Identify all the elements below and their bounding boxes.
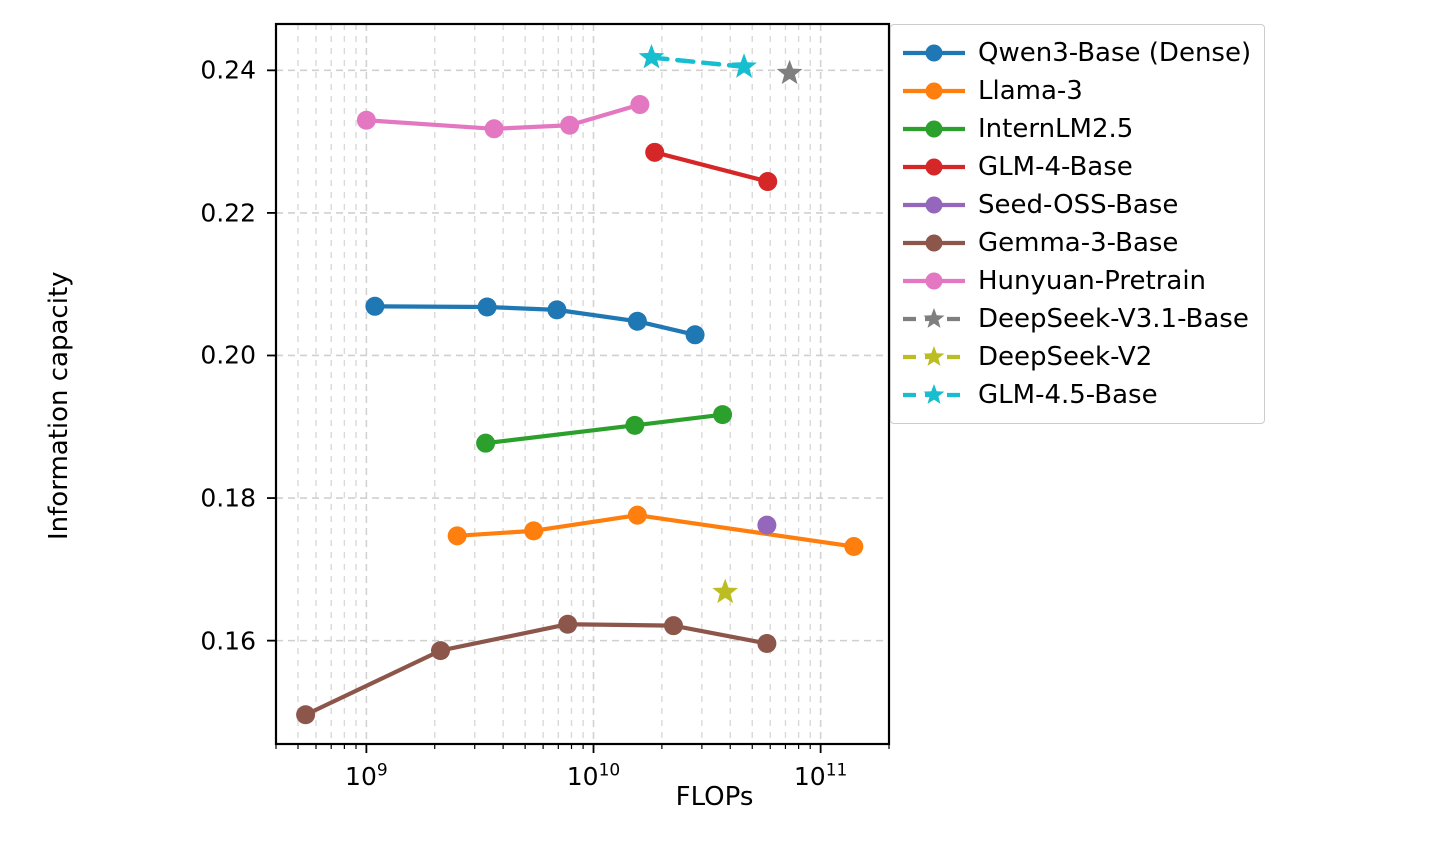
data-point-star [712, 578, 739, 604]
data-point-marker [630, 95, 650, 115]
legend-label: InternLM2.5 [978, 114, 1134, 144]
legend-label: Hunyuan-Pretrain [978, 266, 1207, 296]
data-point-marker [627, 505, 647, 525]
data-point-marker [356, 110, 376, 130]
data-point-marker [627, 311, 647, 331]
legend-swatch-star-icon [901, 342, 967, 372]
legend-item: DeepSeek-V2 [901, 338, 1251, 376]
legend-item: InternLM2.5 [901, 110, 1251, 148]
legend-label: GLM-4.5-Base [978, 380, 1158, 410]
series-qwen3-base-dense- [365, 296, 705, 345]
data-series-layer [296, 44, 864, 725]
tick-marks [267, 69, 890, 753]
y-tick-label: 0.24 [200, 55, 256, 85]
data-point-marker [663, 616, 683, 636]
series-glm-4-5-base [638, 44, 757, 78]
data-point-star [638, 44, 665, 69]
x-axis-title: FLOPs [675, 782, 754, 812]
series-llama-3 [447, 505, 864, 557]
series-line [372, 304, 698, 337]
legend-label: DeepSeek-V3.1-Base [978, 304, 1249, 334]
data-point-marker [560, 115, 580, 135]
legend-swatch-circle-icon [901, 76, 967, 106]
legend-label: Seed-OSS-Base [978, 190, 1179, 220]
series-deepseek-v2 [712, 578, 739, 604]
legend-swatch-circle-icon [901, 228, 967, 258]
series-internlm2-5 [476, 405, 733, 453]
legend-item: Seed-OSS-Base [901, 186, 1251, 224]
series-glm-4-base [645, 142, 778, 192]
data-point-marker [713, 405, 733, 425]
y-tick-label: 0.18 [200, 483, 256, 513]
chart-legend: Qwen3-Base (Dense) Llama-3 InternLM2.5 GLM-… [890, 24, 1266, 424]
legend-item: DeepSeek-V3.1-Base [901, 300, 1251, 338]
legend-swatch-circle-icon [901, 152, 967, 182]
legend-swatch-circle-icon [901, 114, 967, 144]
legend-label: GLM-4-Base [978, 152, 1133, 182]
legend-swatch-circle-icon [901, 38, 967, 68]
legend-swatch-circle-icon [901, 190, 967, 220]
x-tick-label: 109 [345, 760, 388, 791]
series-line [649, 55, 747, 70]
grid-layer [275, 24, 890, 744]
data-point-marker [844, 537, 864, 557]
data-point-marker [558, 614, 578, 634]
data-point-marker [757, 515, 777, 535]
x-tick-label: 1010 [566, 760, 621, 791]
data-point-marker [477, 297, 497, 317]
data-point-marker [447, 526, 467, 546]
legend-swatch-circle-icon [901, 266, 967, 296]
data-point-marker [645, 142, 665, 162]
legend-swatch-star-icon [901, 380, 967, 410]
data-point-marker [625, 415, 645, 435]
data-point-marker [757, 633, 777, 653]
y-tick-label: 0.22 [200, 198, 256, 228]
series-line [483, 412, 725, 446]
series-seed-oss-base [757, 515, 777, 535]
data-point-marker [524, 521, 544, 541]
data-point-marker [431, 641, 451, 661]
y-tick-label: 0.16 [200, 626, 256, 656]
x-tick-label: 1011 [793, 760, 848, 791]
series-gemma-3-base [296, 614, 777, 725]
legend-label: Qwen3-Base (Dense) [978, 38, 1252, 68]
series-hunyuan-pretrain [356, 95, 650, 139]
data-point-marker [758, 172, 778, 192]
data-point-marker [296, 705, 316, 725]
legend-item: Qwen3-Base (Dense) [901, 34, 1251, 72]
axes-frame [274, 22, 891, 746]
legend-label: DeepSeek-V2 [978, 342, 1153, 372]
legend-item: Hunyuan-Pretrain [901, 262, 1251, 300]
legend-swatch-star-icon [901, 304, 967, 334]
data-point-marker [476, 433, 496, 453]
legend-item: Gemma-3-Base [901, 224, 1251, 262]
data-point-marker [685, 325, 705, 345]
legend-item: Llama-3 [901, 72, 1251, 110]
axes-frame-rect [274, 22, 891, 746]
data-point-star [731, 53, 757, 78]
y-tick-label: 0.20 [200, 340, 256, 370]
data-point-marker [484, 119, 504, 139]
series-line [455, 513, 856, 549]
legend-label: Gemma-3-Base [978, 228, 1179, 258]
legend-item: GLM-4-Base [901, 148, 1251, 186]
series-line [364, 102, 642, 131]
series-deepseek-v3-1-base [776, 59, 803, 85]
series-line [652, 150, 770, 184]
series-line [303, 622, 769, 717]
legend-label: Llama-3 [978, 76, 1083, 106]
data-point-star [776, 59, 803, 85]
data-point-marker [365, 296, 385, 316]
y-axis-title: Information capacity [44, 271, 74, 540]
data-point-marker [547, 300, 567, 320]
legend-item: GLM-4.5-Base [901, 376, 1251, 414]
